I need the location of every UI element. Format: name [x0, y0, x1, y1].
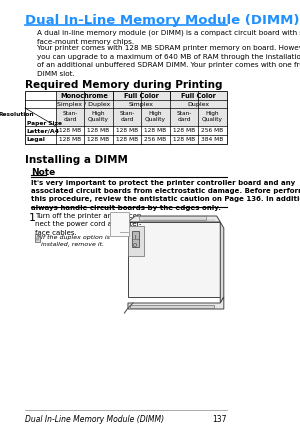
- Text: A dual in-line memory module (or DIMM) is a compact circuit board with sur-
face: A dual in-line memory module (or DIMM) i…: [37, 30, 300, 45]
- Text: 256 MB: 256 MB: [201, 128, 224, 133]
- Bar: [25, 92, 227, 145]
- Bar: [35, 234, 40, 242]
- Text: Simplex / Duplex: Simplex / Duplex: [57, 102, 111, 107]
- Text: 256 MB: 256 MB: [144, 137, 166, 142]
- Text: Paper Size: Paper Size: [27, 121, 62, 126]
- Text: Turn off the printer and discon-
nect the power cord and inter-
face cables.: Turn off the printer and discon- nect th…: [35, 213, 144, 236]
- Bar: [131, 231, 139, 248]
- Text: High
Quality: High Quality: [88, 111, 109, 122]
- Bar: [56, 92, 227, 101]
- Text: 137: 137: [212, 414, 226, 423]
- Text: 128 MB: 128 MB: [116, 137, 138, 142]
- Text: Duplex: Duplex: [187, 102, 209, 107]
- Text: It's very important to protect the printer controller board and any
associated c: It's very important to protect the print…: [32, 180, 300, 210]
- Text: Stan-
dard: Stan- dard: [119, 111, 134, 122]
- Text: Resolution: Resolution: [0, 112, 34, 117]
- Text: 1: 1: [29, 213, 36, 222]
- Text: O: O: [133, 242, 137, 248]
- Text: 128 MB: 128 MB: [87, 128, 110, 133]
- Bar: [130, 305, 214, 308]
- Text: I: I: [134, 234, 136, 239]
- Text: 128 MB: 128 MB: [173, 137, 195, 142]
- Text: 128 MB: 128 MB: [59, 128, 81, 133]
- Text: 128 MB: 128 MB: [173, 128, 195, 133]
- Polygon shape: [38, 234, 40, 237]
- Text: High
Quality: High Quality: [145, 111, 166, 122]
- Text: Letter/A4: Letter/A4: [26, 128, 60, 133]
- Text: Dual In-Line Memory Module (DIMM): Dual In-Line Memory Module (DIMM): [25, 414, 164, 423]
- Bar: [128, 222, 220, 297]
- Text: Full Color: Full Color: [181, 93, 216, 99]
- Polygon shape: [220, 222, 224, 303]
- Text: Note: Note: [32, 167, 56, 177]
- Bar: [56, 109, 227, 127]
- Text: 128 MB: 128 MB: [87, 137, 110, 142]
- Text: Full Color: Full Color: [124, 93, 158, 99]
- Text: 128 MB: 128 MB: [144, 128, 166, 133]
- Bar: [139, 216, 206, 221]
- Text: Monochrome: Monochrome: [60, 93, 108, 99]
- Text: Simplex: Simplex: [129, 102, 154, 107]
- Text: High
Quality: High Quality: [202, 111, 223, 122]
- Polygon shape: [128, 216, 220, 222]
- Text: Your printer comes with 128 MB SDRAM printer memory on board. However,
you can u: Your printer comes with 128 MB SDRAM pri…: [37, 45, 300, 76]
- Text: If the duplex option is
installed, remove it.: If the duplex option is installed, remov…: [41, 234, 110, 246]
- Text: Installing a DIMM: Installing a DIMM: [25, 155, 128, 164]
- Polygon shape: [128, 297, 224, 309]
- Text: 384 MB: 384 MB: [201, 137, 224, 142]
- Bar: [110, 213, 129, 236]
- Bar: [56, 101, 227, 109]
- Text: Legal: Legal: [26, 137, 45, 142]
- Text: 128 MB: 128 MB: [59, 137, 81, 142]
- Text: Dual In-Line Memory Module (DIMM): Dual In-Line Memory Module (DIMM): [25, 14, 299, 27]
- Text: Stan-
dard: Stan- dard: [176, 111, 192, 122]
- Text: Required Memory during Printing: Required Memory during Printing: [25, 80, 223, 90]
- Bar: [128, 227, 144, 256]
- Text: Stan-
dard: Stan- dard: [62, 111, 77, 122]
- Text: 128 MB: 128 MB: [116, 128, 138, 133]
